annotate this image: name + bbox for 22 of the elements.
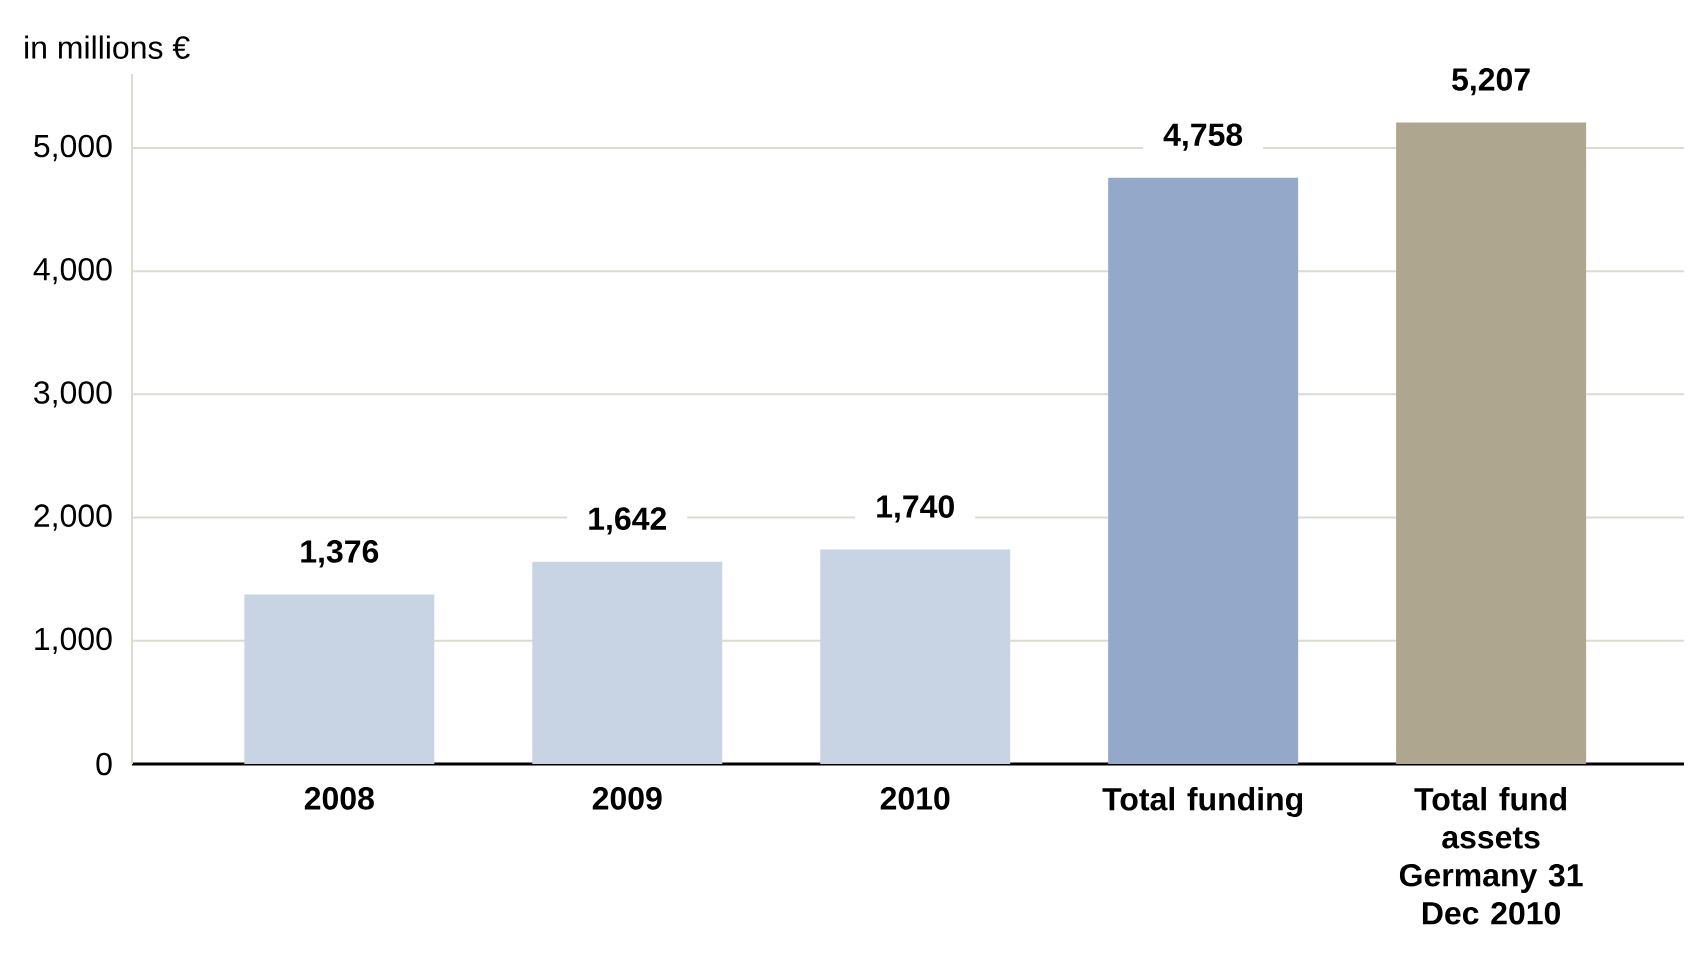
y-tick-label: 0 bbox=[96, 752, 112, 776]
y-tick-label: 2,000 bbox=[34, 504, 112, 531]
bar bbox=[1108, 177, 1299, 764]
y-tick-label: 1,000 bbox=[35, 627, 112, 654]
y-tick-label: 4,000 bbox=[33, 257, 112, 285]
x-tick-label: Total fund assets Germany 31 Dec 2010 bbox=[1399, 787, 1583, 925]
bar bbox=[532, 561, 723, 764]
data-label: 1,642 bbox=[589, 507, 666, 535]
y-tick-label: 3,000 bbox=[34, 381, 112, 408]
x-tick-label: 2008 bbox=[304, 787, 374, 810]
x-tick-label: Total funding bbox=[1102, 787, 1303, 818]
data-label: 5,207 bbox=[1452, 68, 1530, 96]
x-tick-label: 2009 bbox=[592, 787, 662, 810]
y-tick-label: 5,000 bbox=[34, 134, 112, 162]
data-label: 1,740 bbox=[877, 495, 954, 523]
bar bbox=[244, 594, 435, 764]
x-tick-label: 2010 bbox=[880, 787, 950, 810]
y-axis-title: in millions € bbox=[25, 35, 190, 59]
bar bbox=[820, 549, 1011, 764]
data-label: 1,376 bbox=[301, 540, 379, 568]
data-label: 4,758 bbox=[1163, 123, 1243, 151]
bar bbox=[1396, 122, 1587, 764]
